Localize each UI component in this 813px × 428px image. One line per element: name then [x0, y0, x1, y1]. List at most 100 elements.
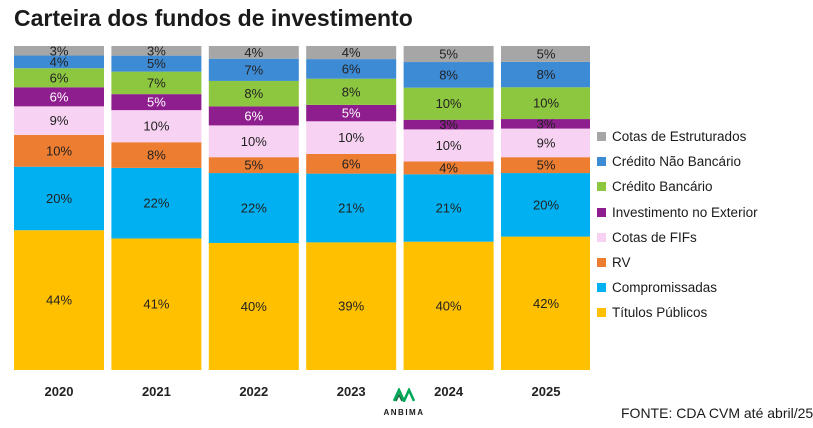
data-label: 7% [244, 62, 263, 77]
data-label: 40% [241, 299, 267, 314]
chart-legend: Cotas de Estruturados Crédito Não Bancári… [597, 124, 758, 326]
stacked-bar-chart: 44%20%10%9%6%6%4%3%202041%22%8%10%5%7%5%… [14, 43, 590, 399]
legend-item: Títulos Públicos [597, 300, 758, 325]
bar-segment-2021-s7 [111, 46, 202, 56]
legend-swatch [597, 258, 606, 268]
x-tick-label: 2022 [239, 384, 268, 399]
data-label: 6% [342, 61, 361, 76]
data-label: 22% [143, 196, 169, 211]
bar-segment-2025-s4 [501, 119, 590, 129]
data-label: 22% [241, 201, 267, 216]
data-label: 3% [147, 43, 166, 58]
bar-segment-2020-s2 [14, 134, 104, 167]
bar-segment-2023-s6 [306, 59, 397, 79]
bar-segment-2021-s5 [111, 71, 202, 95]
data-label: 3% [439, 117, 458, 132]
legend-swatch [597, 132, 606, 142]
legend-swatch [597, 207, 606, 217]
legend-swatch [597, 157, 606, 167]
data-label: 3% [50, 43, 69, 58]
data-label: 10% [241, 134, 267, 149]
bar-segment-2024-s7 [403, 46, 494, 63]
legend-item: Compromissadas [597, 275, 758, 300]
legend-swatch [597, 308, 606, 318]
anbima-logo-mark [392, 386, 416, 405]
data-label: 20% [46, 191, 72, 206]
data-label: 5% [537, 158, 556, 173]
data-label: 7% [147, 75, 166, 90]
data-label: 3% [537, 116, 556, 131]
data-label: 5% [342, 106, 361, 121]
bar-segment-2025-s1 [501, 173, 590, 237]
data-label: 10% [533, 96, 559, 111]
bar-segment-2024-s1 [403, 174, 494, 242]
legend-item: Investimento no Exterior [597, 200, 758, 225]
bar-segment-2021-s1 [111, 167, 202, 239]
data-label: 42% [533, 296, 559, 311]
bar-segment-2023-s3 [306, 121, 397, 154]
bar-segment-2025-s0 [501, 236, 590, 370]
legend-swatch [597, 232, 606, 242]
bar-segment-2020-s5 [14, 68, 104, 88]
source-note: FONTE: CDA CVM até abril/25 [621, 405, 813, 421]
bar-segment-2021-s6 [111, 55, 202, 72]
bar-segment-2022-s2 [208, 157, 299, 174]
data-label: 6% [50, 89, 69, 104]
chart-title: Carteira dos fundos de investimento [14, 5, 413, 31]
anbima-logo: ANBIMA [379, 386, 429, 417]
x-tick-label: 2021 [142, 384, 171, 399]
legend-label: Compromissadas [612, 280, 718, 296]
legend-item: Cotas de Estruturados [597, 124, 758, 149]
bar-segment-2023-s0 [306, 242, 397, 370]
bar-segment-2022-s7 [208, 46, 299, 59]
legend-label: Cotas de Estruturados [612, 129, 747, 145]
legend-item: Cotas de FIFs [597, 225, 758, 250]
bar-segment-2020-s7 [14, 46, 104, 56]
data-label: 21% [338, 201, 364, 216]
bar-segment-2023-s4 [306, 104, 397, 122]
x-tick-label: 2024 [434, 384, 464, 399]
legend-item: Crédito Não Bancário [597, 149, 758, 174]
data-label: 5% [147, 56, 166, 71]
legend-label: Títulos Públicos [612, 305, 708, 321]
bar-segment-2020-s3 [14, 106, 104, 135]
anbima-logo-text: ANBIMA [383, 408, 425, 417]
bar-segment-2021-s2 [111, 142, 202, 168]
legend-label: Crédito Não Bancário [612, 154, 742, 170]
bar-segment-2022-s5 [208, 80, 299, 107]
data-label: 44% [46, 293, 72, 308]
bar-segment-2022-s4 [208, 106, 299, 126]
data-label: 6% [342, 156, 361, 171]
data-label: 10% [436, 138, 462, 153]
data-label: 8% [147, 148, 166, 163]
bar-segment-2022-s0 [208, 242, 299, 370]
bar-segment-2023-s2 [306, 154, 397, 174]
legend-item: Crédito Bancário [597, 174, 758, 199]
data-label: 21% [436, 201, 462, 216]
data-label: 8% [244, 86, 263, 101]
data-label: 4% [342, 45, 361, 60]
bar-segment-2025-s2 [501, 157, 590, 174]
data-label: 4% [439, 160, 458, 175]
bar-segment-2024-s4 [403, 119, 494, 130]
bar-segment-2021-s0 [111, 238, 202, 370]
data-label: 5% [537, 46, 556, 61]
bar-segment-2021-s3 [111, 110, 202, 143]
data-label: 9% [50, 113, 69, 128]
legend-swatch [597, 283, 606, 293]
data-label: 4% [244, 45, 263, 60]
bar-segment-2023-s1 [306, 173, 397, 243]
bar-segment-2022-s1 [208, 173, 299, 243]
bar-segment-2020-s4 [14, 87, 104, 107]
data-label: 39% [338, 299, 364, 314]
bar-segment-2025-s7 [501, 46, 590, 62]
bar-segment-2023-s7 [306, 46, 397, 60]
data-label: 4% [50, 54, 69, 69]
x-tick-label: 2020 [45, 384, 74, 399]
data-label: 6% [50, 70, 69, 85]
bar-segment-2021-s4 [111, 94, 202, 111]
bar-segment-2020-s0 [14, 230, 104, 370]
data-label: 5% [244, 158, 263, 173]
legend-label: Investimento no Exterior [612, 204, 758, 220]
data-label: 10% [338, 130, 364, 145]
